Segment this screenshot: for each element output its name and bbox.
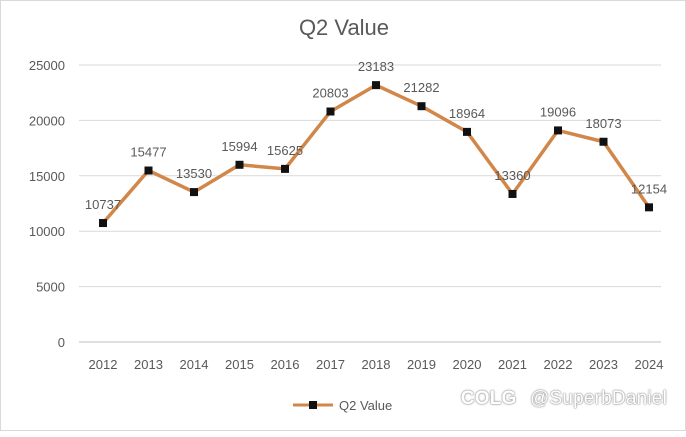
data-point — [463, 127, 471, 136]
data-point — [99, 219, 107, 228]
data-point — [599, 137, 608, 146]
x-tick-label: 2017 — [316, 357, 345, 372]
data-point — [144, 166, 153, 175]
data-label: 18073 — [585, 116, 621, 131]
x-tick-label: 2016 — [271, 357, 300, 372]
legend-label: Q2 Value — [339, 398, 392, 413]
y-tick-label: 25000 — [29, 58, 65, 73]
x-tick-label: 2023 — [589, 357, 618, 372]
data-label: 13530 — [176, 166, 212, 181]
data-label: 21282 — [403, 80, 439, 95]
x-tick-label: 2012 — [89, 357, 118, 372]
data-point — [508, 189, 517, 198]
data-label: 15625 — [267, 143, 303, 158]
data-label: 15477 — [130, 145, 166, 160]
watermark: COLG @SuperbDaniel — [461, 388, 667, 410]
data-label: 15994 — [221, 139, 257, 154]
data-label: 20803 — [312, 86, 348, 101]
x-tick-label: 2013 — [134, 357, 163, 372]
watermark-logo: COLG — [460, 388, 517, 409]
watermark-handle: @SuperbDaniel — [529, 388, 667, 409]
data-label: 23183 — [358, 59, 394, 74]
y-tick-label: 20000 — [29, 113, 65, 128]
x-tick-label: 2014 — [180, 357, 209, 372]
x-tick-label: 2021 — [498, 357, 527, 372]
legend: Q2 Value — [293, 398, 392, 413]
data-label: 10737 — [85, 197, 121, 212]
data-point — [190, 188, 198, 197]
data-point — [372, 81, 380, 90]
data-label: 13360 — [494, 168, 530, 183]
x-tick-label: 2022 — [544, 357, 573, 372]
data-point — [417, 102, 426, 111]
x-tick-label: 2019 — [407, 357, 436, 372]
data-point — [281, 164, 289, 173]
data-point — [645, 203, 653, 212]
data-point — [326, 107, 335, 116]
data-label: 12154 — [631, 181, 667, 196]
data-label: 18964 — [449, 106, 485, 121]
x-tick-label: 2020 — [453, 357, 482, 372]
data-point — [554, 126, 562, 135]
y-tick-label: 5000 — [36, 280, 65, 295]
data-label: 19096 — [540, 104, 576, 119]
data-point — [235, 160, 244, 169]
y-tick-label: 15000 — [29, 169, 65, 184]
chart-title: Q2 Value — [299, 15, 389, 40]
x-tick-label: 2018 — [362, 357, 391, 372]
legend-marker-swatch — [309, 401, 317, 409]
y-tick-label: 0 — [58, 335, 65, 350]
x-tick-label: 2024 — [635, 357, 664, 372]
x-tick-label: 2015 — [225, 357, 254, 372]
y-tick-label: 10000 — [29, 224, 65, 239]
